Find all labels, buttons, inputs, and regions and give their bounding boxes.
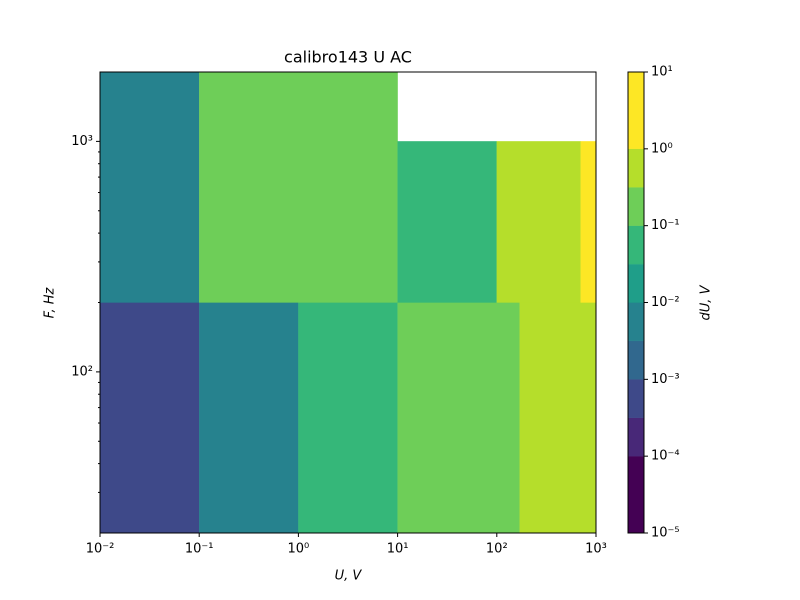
x-tick-label: 10¹: [387, 542, 409, 557]
mesh-cell: [496, 141, 581, 303]
x-tick-label: 10³: [585, 542, 607, 557]
mesh-cell: [199, 71, 398, 303]
mesh-cell: [199, 302, 299, 534]
colorbar-tick-label: 10⁻²: [651, 295, 680, 310]
mesh-cell: [397, 302, 520, 534]
colorbar-bin: [627, 302, 645, 342]
colorbar: 10⁻⁵ 10⁻⁴ 10⁻³ 10⁻² 10⁻¹ 10⁰ 10¹: [627, 65, 680, 541]
colorbar-bin: [627, 148, 645, 188]
colorbar-tick-label: 10⁻¹: [651, 218, 680, 233]
axes: 10⁻² 10⁻¹ 10⁰ 10¹ 10² 10³ 10² 10³: [71, 71, 607, 557]
mesh: [99, 71, 597, 534]
colorbar-bin: [627, 71, 645, 149]
mesh-cell: [99, 302, 200, 534]
colorbar-tick-label: 10⁻⁵: [651, 526, 680, 541]
y-tick-label: 10³: [71, 134, 93, 149]
colorbar-label: dU, V: [699, 284, 714, 320]
colorbar-bin: [627, 263, 645, 303]
y-tick-label: 10²: [71, 364, 93, 379]
mesh-cell: [519, 302, 597, 534]
colorbar-bin: [627, 417, 645, 457]
colorbar-bin: [627, 456, 645, 534]
colorbar-tick-label: 10⁻³: [651, 372, 680, 387]
colorbar-bin: [627, 340, 645, 380]
x-tick-label: 10⁻²: [86, 542, 115, 557]
x-tick-label: 10⁰: [288, 542, 310, 557]
x-tick-label: 10⁻¹: [185, 542, 214, 557]
y-axis-label: F, Hz: [43, 286, 58, 318]
x-axis-label: U, V: [335, 569, 363, 584]
colorbar-bin: [627, 379, 645, 418]
x-tick-label: 10²: [486, 542, 508, 557]
mesh-cell: [298, 302, 398, 534]
chart-title: calibro143 U AC: [284, 48, 412, 67]
mesh-cell: [397, 141, 497, 303]
mesh-cell: [99, 71, 200, 303]
colorbar-bin: [627, 225, 645, 265]
colorbar-tick-label: 10¹: [651, 65, 673, 80]
colorbar-tick-label: 10⁰: [651, 141, 673, 156]
mesh-cell: [580, 141, 597, 303]
colorbar-tick-label: 10⁻⁴: [651, 449, 680, 464]
colorbar-bin: [627, 187, 645, 226]
